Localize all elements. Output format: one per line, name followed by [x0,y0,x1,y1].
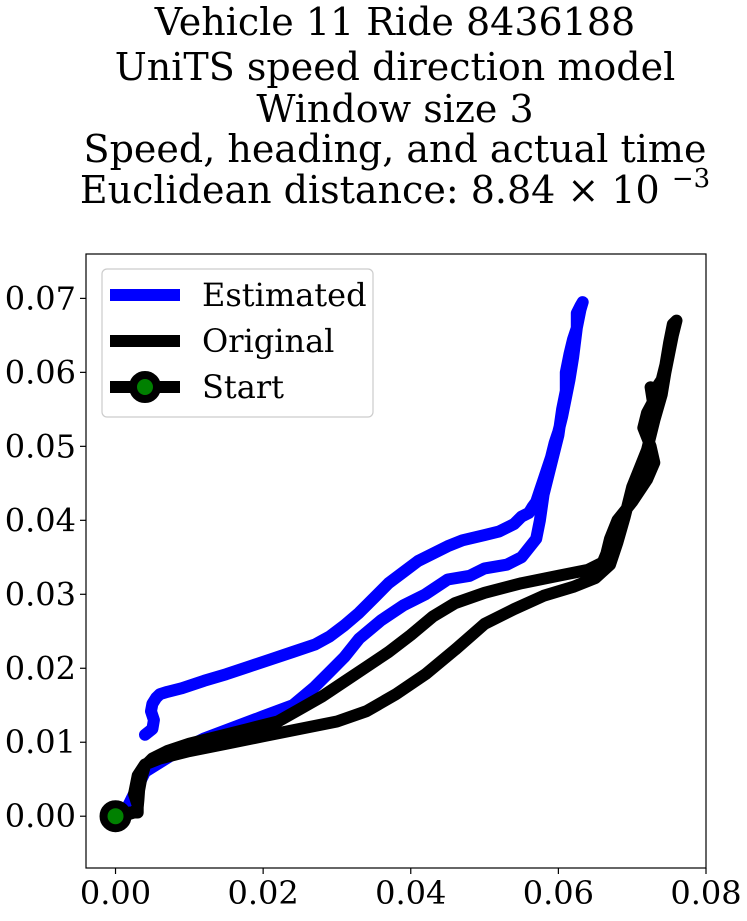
title-line-5: Euclidean distance: 8.84 × 10 −3 [80,164,710,212]
chart-title: Vehicle 11 Ride 8436188 UniTS speed dire… [80,0,710,212]
x-tick-label: 0.06 [523,874,594,912]
legend-label-start: Start [202,368,284,406]
title-line-2: UniTS speed direction model [115,45,675,89]
series-line-estimated [109,296,589,823]
title-line-3: Window size 3 [256,87,533,131]
y-tick-label: 0.04 [5,501,76,539]
legend-label-original: Original [202,322,334,360]
series-layer [109,296,683,823]
y-tick-label: 0.05 [5,427,76,465]
x-tick-label: 0.02 [228,874,299,912]
legend: Estimated Original Start [101,268,374,418]
title-line-1: Vehicle 11 Ride 8436188 [154,0,635,44]
legend-swatch-start-marker [129,371,161,403]
title-distance-text: Euclidean distance: 8.84 [80,168,555,212]
title-power-exponent: −3 [672,164,710,194]
x-tick-label: 0.00 [80,874,151,912]
title-times-sign: × [567,168,599,212]
y-tick-label: 0.01 [5,723,76,761]
plot-frame [85,253,707,869]
y-tick-label: 0.03 [5,575,76,613]
y-tick-label: 0.02 [5,649,76,687]
start-layer [99,800,132,833]
x-tick-label: 0.08 [670,874,741,912]
y-tick-label: 0.07 [5,279,76,317]
y-tick-label: 0.06 [5,353,76,391]
title-line-4: Speed, heading, and actual time [84,127,707,171]
start-marker [99,800,132,833]
legend-box [101,268,374,418]
y-axis: 0.00 0.01 0.02 0.03 0.04 0.05 0.06 0.07 [5,279,86,835]
series-line-original [109,314,683,823]
x-axis: 0.00 0.02 0.04 0.06 0.08 [80,868,742,912]
title-power-base: 10 [611,168,659,212]
y-tick-label: 0.00 [5,797,76,835]
x-tick-label: 0.04 [375,874,446,912]
legend-label-estimated: Estimated [202,276,367,314]
